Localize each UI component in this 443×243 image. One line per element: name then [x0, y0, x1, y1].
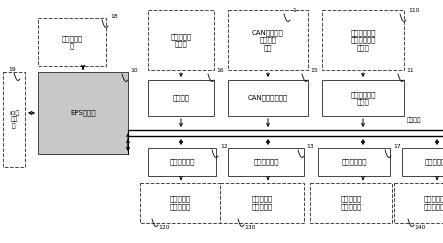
Text: IO接
口服
务: IO接 口服 务 — [9, 110, 19, 129]
Text: 12: 12 — [220, 144, 228, 149]
Text: 随速助力服务: 随速助力服务 — [169, 159, 195, 165]
Text: 回正助力服务: 回正助力服务 — [253, 159, 279, 165]
Text: 11: 11 — [406, 68, 414, 73]
Bar — [318, 148, 390, 176]
Bar — [3, 72, 25, 167]
Bar — [322, 10, 404, 70]
Text: 阻尼补偿安
全监控服务: 阻尼补偿安 全监控服务 — [340, 196, 361, 210]
Text: 130: 130 — [244, 225, 255, 230]
Text: 阻尼补偿服务: 阻尼补偿服务 — [341, 159, 367, 165]
Text: 电源安全监
控服务: 电源安全监 控服务 — [171, 33, 192, 47]
Text: 1: 1 — [292, 8, 296, 13]
Text: EPS状态机: EPS状态机 — [70, 110, 96, 116]
Bar — [228, 80, 308, 116]
Bar — [140, 183, 220, 223]
Text: 应用配置服
务: 应用配置服 务 — [62, 35, 83, 49]
Text: CAN总线信号
安全监控
服务: CAN总线信号 安全监控 服务 — [252, 29, 284, 51]
Bar — [220, 183, 304, 223]
Text: 助力控制安
全监控服务: 助力控制安 全监控服务 — [424, 196, 443, 210]
Text: 13: 13 — [306, 144, 314, 149]
Text: 17: 17 — [393, 144, 401, 149]
Bar — [394, 183, 443, 223]
Text: 回正控制安
全监控服务: 回正控制安 全监控服务 — [251, 196, 272, 210]
Text: 19: 19 — [8, 67, 16, 72]
Bar — [228, 10, 308, 70]
Bar — [38, 18, 106, 66]
Bar — [322, 80, 404, 116]
Text: 110: 110 — [408, 8, 420, 13]
Text: 10: 10 — [130, 68, 138, 73]
Text: 转矩传感器信
号服务: 转矩传感器信 号服务 — [350, 91, 376, 105]
Text: 18: 18 — [110, 14, 118, 19]
Text: 随速助力安
全监控服务: 随速助力安 全监控服务 — [169, 196, 190, 210]
Bar — [228, 148, 304, 176]
Bar — [148, 10, 214, 70]
Text: 120: 120 — [158, 225, 170, 230]
Bar — [148, 148, 216, 176]
Text: 15: 15 — [310, 68, 318, 73]
Text: CAN总线信号服务: CAN总线信号服务 — [248, 95, 288, 101]
Bar — [148, 80, 214, 116]
Text: 16: 16 — [216, 68, 224, 73]
Text: 转矩传感器信
号服务安全监
控服务: 转矩传感器信 号服务安全监 控服务 — [350, 29, 376, 51]
Text: 电源服务: 电源服务 — [172, 95, 190, 101]
Bar — [38, 72, 128, 154]
Text: 140: 140 — [414, 225, 425, 230]
Bar — [402, 148, 443, 176]
Text: 助力控制服务: 助力控制服务 — [424, 159, 443, 165]
Bar — [310, 183, 392, 223]
Text: 服务总线: 服务总线 — [407, 117, 421, 123]
